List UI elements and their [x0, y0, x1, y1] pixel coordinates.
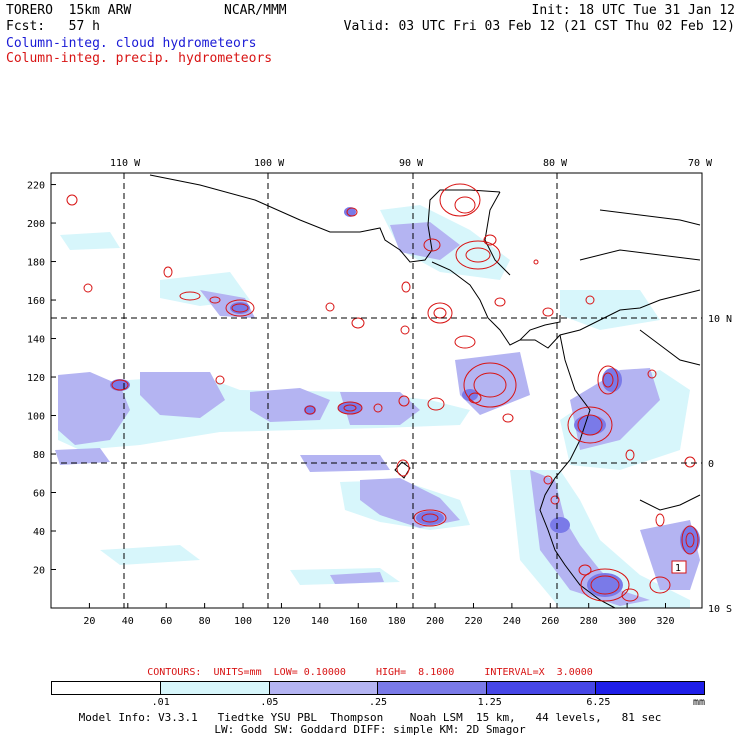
colorbar-swatch	[596, 682, 704, 694]
lon-label-70w: 70 W	[688, 158, 713, 169]
colorbar-tick-label: 1.25	[477, 697, 502, 708]
contour-units: UNITS=mm	[213, 667, 262, 678]
colorbar-swatch	[487, 682, 597, 694]
x-tick-labels: 20 40 60 80 100 120 140 160 180 200 220 240 260 280 30…	[83, 616, 674, 627]
y-tick-label: 160	[27, 296, 45, 307]
lon-label-80w: 80 W	[543, 158, 568, 169]
map-frame	[50, 172, 703, 609]
y-tick-labels: 20 40 60 80 100 120 140 160 180 200 220	[27, 181, 45, 577]
colorbar	[51, 681, 705, 695]
colorbar-unit: mm	[693, 697, 706, 708]
lon-label-90w: 90 W	[399, 158, 424, 169]
y-tick-label: 20	[33, 566, 45, 577]
legend-cloud: Column-integ. cloud hydrometeors	[6, 36, 257, 51]
lat-label-0: 0	[708, 459, 714, 470]
valid-time: Valid: 03 UTC Fri 03 Feb 12 (21 CST Thu …	[343, 19, 735, 34]
y-tick-label: 100	[27, 412, 45, 423]
y-tick-label: 180	[27, 258, 45, 269]
x-tick-label: 280	[580, 616, 598, 627]
y-tick-label: 120	[27, 373, 45, 384]
x-tick-label: 200	[426, 616, 444, 627]
x-tick-label: 180	[388, 616, 406, 627]
x-tick-label: 260	[541, 616, 559, 627]
y-tick-label: 220	[27, 181, 45, 192]
colorbar-swatch	[269, 682, 379, 694]
y-tick-label: 140	[27, 335, 45, 346]
colorbar-swatch	[160, 682, 270, 694]
lat-label-10s: 10 S	[708, 604, 732, 615]
colorbar-swatch	[52, 682, 161, 694]
x-tick-label: 40	[122, 616, 134, 627]
lat-label-10n: 10 N	[708, 314, 732, 325]
colorbar-tick-label: .05	[260, 697, 279, 708]
contour-label: CONTOURS:	[147, 667, 202, 678]
legend-precip: Column-integ. precip. hydrometeors	[6, 51, 273, 66]
x-tick-label: 120	[272, 616, 290, 627]
physics-info: LW: Godd SW: Goddard DIFF: simple KM: 2D…	[214, 723, 526, 736]
x-tick-label: 80	[199, 616, 211, 627]
y-tick-label: 40	[33, 527, 45, 538]
x-tick-label: 300	[618, 616, 636, 627]
x-tick-label: 220	[464, 616, 482, 627]
model-info: Model Info: V3.3.1 Tiedtke YSU PBL Thomp…	[78, 711, 662, 724]
colorbar-tick-label: .25	[369, 697, 388, 708]
model-title: TORERO 15km ARW	[6, 3, 132, 18]
x-tick-label: 240	[503, 616, 521, 627]
x-tick-label: 100	[234, 616, 252, 627]
colorbar-tick-label: 6.25	[586, 697, 611, 708]
contour-high: HIGH= 8.1000	[376, 667, 455, 678]
tick-marks	[51, 184, 667, 608]
contour-info: CONTOURS: UNITS=mm LOW= 0.10000 HIGH= 8.…	[0, 667, 740, 678]
y-tick-label: 60	[33, 489, 45, 500]
contour-interval: INTERVAL=X 3.0000	[484, 667, 593, 678]
y-tick-label: 200	[27, 219, 45, 230]
annotation-box	[671, 560, 687, 574]
precip-contours	[66, 183, 699, 602]
forecast-hour: Fcst: 57 h	[6, 19, 100, 34]
organization-label: NCAR/MMM	[224, 3, 287, 18]
y-tick-label: 80	[33, 450, 45, 461]
colorbar-tick-label: .01	[151, 697, 170, 708]
x-tick-label: 60	[160, 616, 172, 627]
x-tick-label: 320	[656, 616, 674, 627]
x-tick-label: 160	[349, 616, 367, 627]
lon-label-100w: 100 W	[254, 158, 285, 169]
lat-lon-grid	[51, 173, 702, 608]
x-tick-label: 140	[311, 616, 329, 627]
coastlines	[149, 174, 701, 609]
colorbar-swatch	[378, 682, 488, 694]
lon-label-110w: 110 W	[110, 158, 141, 169]
x-tick-label: 20	[83, 616, 95, 627]
contour-low: LOW= 0.10000	[273, 667, 346, 678]
init-time: Init: 18 UTC Tue 31 Jan 12	[531, 3, 736, 18]
annotation-box-label: 1	[675, 563, 681, 574]
